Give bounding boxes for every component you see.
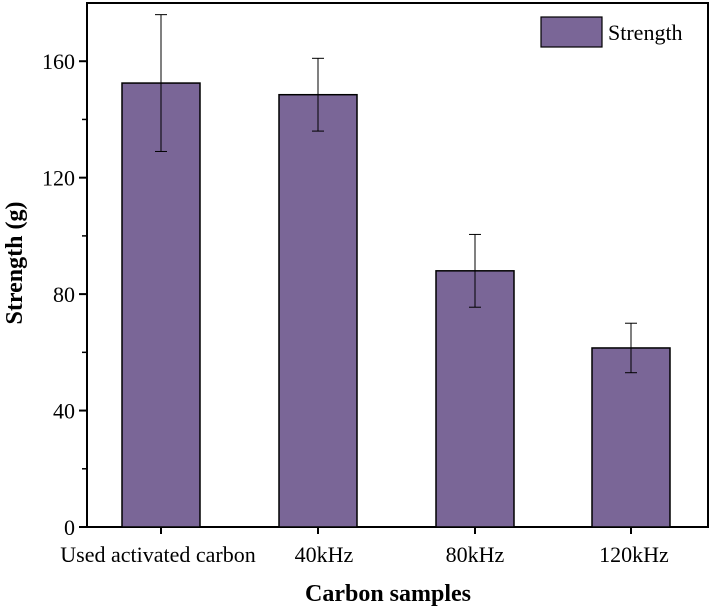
legend-label: Strength — [608, 20, 683, 45]
error-bar — [469, 233, 481, 308]
x-tick-label: Used activated carbon — [60, 542, 255, 567]
error-bars — [155, 14, 637, 374]
y-axis-title: Strength (g) — [2, 202, 28, 325]
y-tick-label: 120 — [42, 166, 75, 191]
error-bar — [155, 14, 167, 152]
y-axis: 0 40 80 120 160 — [42, 49, 87, 540]
bar — [435, 270, 515, 528]
x-tick-label: 120kHz — [599, 542, 669, 567]
plot-frame — [86, 2, 709, 528]
bar — [591, 347, 671, 528]
y-tick-label: 40 — [53, 399, 75, 424]
x-tick-label: 80kHz — [446, 542, 505, 567]
y-tick-label: 160 — [42, 49, 75, 74]
x-tick-label: 40kHz — [295, 542, 354, 567]
legend-swatch — [540, 16, 603, 48]
y-tick-label: 80 — [53, 282, 75, 307]
bars — [121, 82, 671, 528]
error-bar — [625, 322, 637, 374]
x-axis: Used activated carbon 40kHz 80kHz 120kHz — [60, 527, 669, 567]
x-axis-title: Carbon samples — [305, 581, 471, 607]
y-tick-label: 0 — [64, 515, 75, 540]
legend: Strength — [540, 16, 683, 48]
plot-area — [86, 2, 709, 528]
bar — [278, 93, 358, 528]
error-bar — [312, 57, 324, 132]
